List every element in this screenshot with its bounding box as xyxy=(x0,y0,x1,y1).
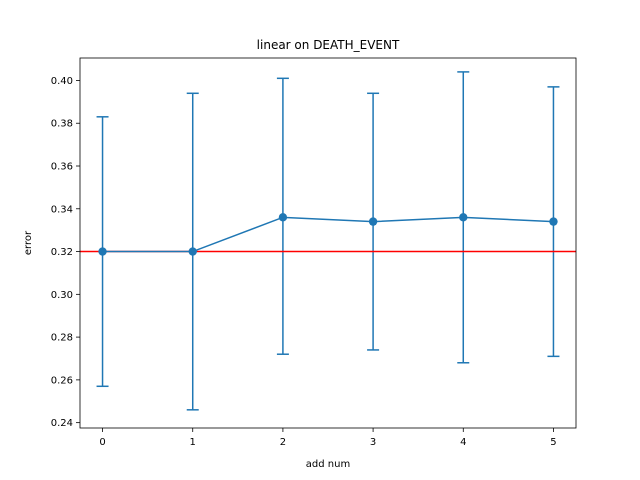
x-tick-label: 1 xyxy=(190,437,196,448)
y-tick-label: 0.26 xyxy=(51,375,73,386)
x-tick-label: 0 xyxy=(99,437,105,448)
chart-title: linear on DEATH_EVENT xyxy=(257,38,400,52)
y-tick-label: 0.40 xyxy=(51,76,73,87)
axis-ticks: 0 1 2 3 4 5 0.24 0.26 0.28 0.30 0.32 0.34 0.36 0.38 0.… xyxy=(51,76,557,448)
y-tick-label: 0.32 xyxy=(51,247,73,258)
data-point xyxy=(459,213,468,222)
x-axis-label: add num xyxy=(306,459,350,470)
data-point xyxy=(278,213,288,222)
y-tick-label: 0.38 xyxy=(51,119,73,130)
data-point xyxy=(188,247,197,256)
data-point xyxy=(368,217,378,226)
y-tick-label: 0.30 xyxy=(51,290,73,301)
chart-marks xyxy=(80,71,576,411)
y-tick-label: 0.28 xyxy=(51,333,73,344)
plot-area xyxy=(80,58,576,428)
series-line xyxy=(102,216,554,253)
data-point xyxy=(549,217,558,226)
data-point xyxy=(98,247,107,256)
x-tick-label: 4 xyxy=(460,437,466,448)
x-tick-label: 2 xyxy=(280,437,286,448)
x-tick-label: 3 xyxy=(370,437,376,448)
y-axis-label: error xyxy=(23,230,34,255)
plot-frame xyxy=(79,57,577,429)
y-tick-label: 0.36 xyxy=(51,162,73,173)
y-tick-label: 0.34 xyxy=(51,204,73,215)
x-tick-label: 5 xyxy=(550,437,556,448)
y-tick-label: 0.24 xyxy=(51,418,73,429)
